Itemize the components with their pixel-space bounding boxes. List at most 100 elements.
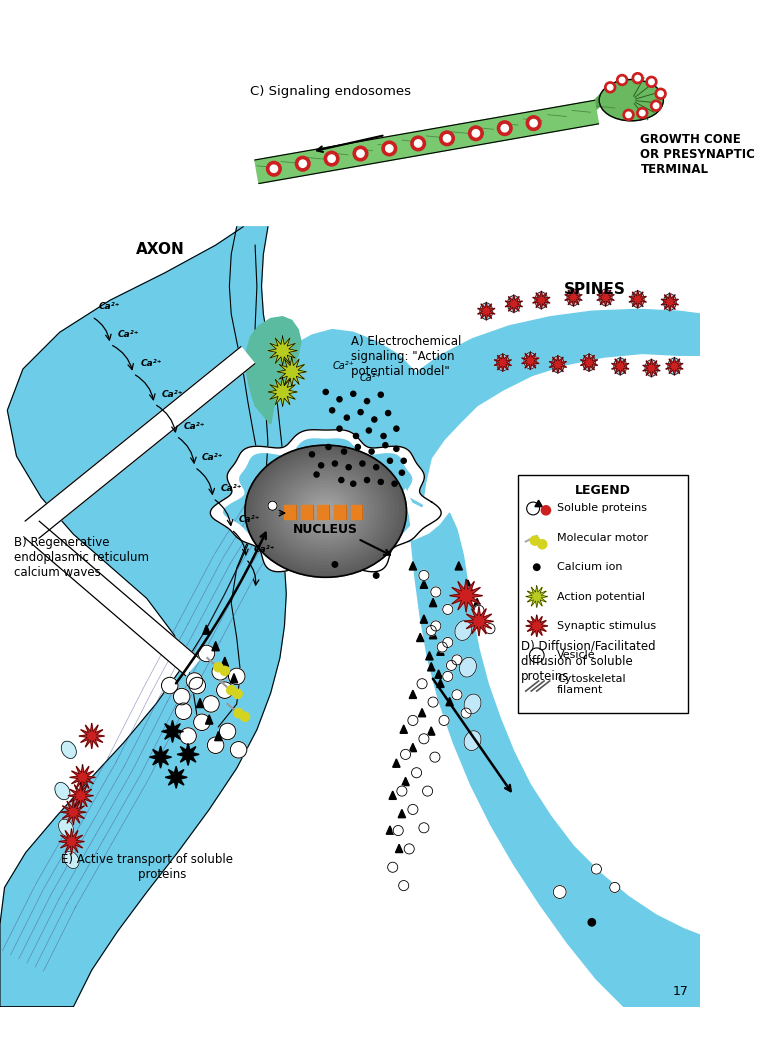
- Text: E) Active transport of soluble
        proteins: E) Active transport of soluble proteins: [61, 853, 233, 881]
- Text: 17: 17: [672, 985, 688, 998]
- Circle shape: [392, 481, 397, 486]
- Circle shape: [356, 444, 360, 449]
- Text: A) Electrochemical
signaling: "Action
potential model": A) Electrochemical signaling: "Action po…: [350, 335, 461, 378]
- Ellipse shape: [282, 475, 370, 547]
- Ellipse shape: [305, 495, 346, 528]
- Circle shape: [366, 428, 372, 433]
- Ellipse shape: [583, 354, 595, 371]
- Circle shape: [526, 116, 541, 130]
- Circle shape: [468, 126, 483, 141]
- Circle shape: [266, 162, 282, 176]
- Polygon shape: [350, 495, 700, 1007]
- Polygon shape: [257, 330, 430, 522]
- Circle shape: [378, 479, 383, 484]
- Polygon shape: [417, 633, 424, 642]
- Text: Calcium ion: Calcium ion: [557, 562, 623, 572]
- Circle shape: [439, 715, 449, 726]
- Circle shape: [401, 750, 410, 759]
- Polygon shape: [395, 844, 403, 853]
- Polygon shape: [203, 625, 210, 634]
- Polygon shape: [409, 743, 417, 752]
- Circle shape: [443, 671, 452, 681]
- Circle shape: [393, 825, 404, 836]
- Polygon shape: [400, 724, 407, 733]
- Polygon shape: [418, 709, 426, 717]
- Polygon shape: [436, 679, 444, 688]
- Polygon shape: [268, 336, 298, 365]
- Circle shape: [208, 737, 224, 754]
- Ellipse shape: [663, 294, 676, 311]
- Ellipse shape: [480, 303, 493, 319]
- Circle shape: [314, 471, 319, 477]
- Polygon shape: [255, 101, 598, 184]
- Circle shape: [401, 458, 406, 463]
- Polygon shape: [246, 317, 301, 424]
- Circle shape: [221, 667, 230, 675]
- Circle shape: [346, 465, 351, 469]
- Ellipse shape: [253, 452, 398, 571]
- Circle shape: [463, 587, 473, 597]
- Circle shape: [227, 686, 236, 695]
- Polygon shape: [165, 766, 187, 789]
- Circle shape: [588, 919, 595, 926]
- Ellipse shape: [464, 694, 481, 714]
- Circle shape: [309, 452, 314, 457]
- Circle shape: [233, 689, 242, 698]
- Polygon shape: [436, 647, 444, 655]
- Ellipse shape: [289, 482, 362, 541]
- Polygon shape: [230, 674, 237, 682]
- Circle shape: [365, 478, 369, 483]
- Circle shape: [360, 461, 365, 466]
- Circle shape: [658, 91, 663, 97]
- Circle shape: [198, 645, 214, 662]
- Circle shape: [217, 681, 233, 698]
- Polygon shape: [629, 290, 646, 309]
- Circle shape: [351, 481, 356, 486]
- Polygon shape: [25, 521, 200, 675]
- Ellipse shape: [298, 488, 354, 534]
- Ellipse shape: [273, 468, 378, 554]
- Ellipse shape: [301, 491, 350, 531]
- Circle shape: [620, 78, 625, 83]
- Ellipse shape: [64, 852, 79, 868]
- Circle shape: [646, 77, 657, 87]
- Polygon shape: [196, 698, 204, 708]
- Polygon shape: [402, 310, 700, 507]
- Ellipse shape: [455, 621, 472, 640]
- Text: D) Diffusion/Facilitated
diffusion of soluble
proteins: D) Diffusion/Facilitated diffusion of so…: [521, 639, 655, 682]
- Circle shape: [353, 434, 359, 439]
- Polygon shape: [398, 810, 406, 818]
- Polygon shape: [79, 723, 105, 749]
- Ellipse shape: [507, 296, 520, 312]
- Text: Ca²⁺: Ca²⁺: [162, 390, 183, 399]
- Circle shape: [332, 562, 338, 567]
- Circle shape: [268, 501, 277, 510]
- Ellipse shape: [261, 459, 391, 564]
- Text: B) Regenerative
endoplasmic reticulum
calcium waves: B) Regenerative endoplasmic reticulum ca…: [14, 536, 149, 579]
- Circle shape: [419, 823, 429, 833]
- Circle shape: [417, 678, 427, 689]
- Circle shape: [381, 434, 386, 439]
- Text: Soluble proteins: Soluble proteins: [557, 504, 647, 513]
- Text: Action potential: Action potential: [557, 591, 645, 602]
- Circle shape: [541, 506, 551, 514]
- Polygon shape: [535, 500, 542, 507]
- Polygon shape: [449, 580, 483, 612]
- Circle shape: [452, 655, 462, 665]
- Ellipse shape: [497, 354, 509, 371]
- Circle shape: [419, 570, 429, 581]
- Circle shape: [623, 109, 634, 121]
- Circle shape: [219, 723, 236, 739]
- Circle shape: [633, 72, 643, 84]
- Polygon shape: [150, 747, 172, 769]
- Circle shape: [162, 677, 178, 694]
- Ellipse shape: [631, 291, 644, 308]
- Bar: [350, 505, 362, 520]
- Circle shape: [604, 82, 616, 92]
- Circle shape: [399, 881, 409, 890]
- Polygon shape: [597, 289, 614, 307]
- Ellipse shape: [599, 80, 663, 121]
- Text: C) Signaling endosomes: C) Signaling endosomes: [250, 84, 410, 98]
- Text: Ca²⁺: Ca²⁺: [118, 330, 139, 339]
- Ellipse shape: [294, 485, 358, 538]
